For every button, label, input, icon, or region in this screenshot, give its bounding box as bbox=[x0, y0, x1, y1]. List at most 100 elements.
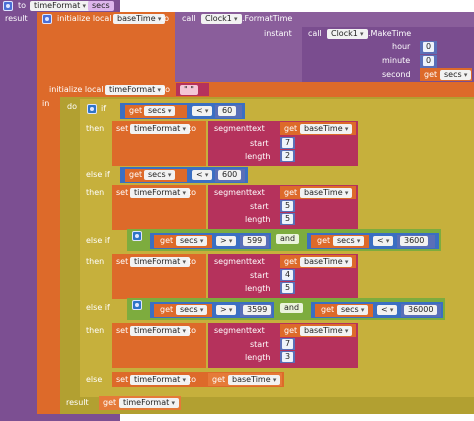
compare-op-4a[interactable]: > bbox=[216, 305, 237, 315]
length-label-3: length bbox=[245, 284, 271, 293]
clock1-component-field[interactable]: Clock1 bbox=[201, 14, 242, 24]
get-basetime-4-field[interactable]: baseTime bbox=[300, 326, 353, 336]
get-secs-3b-field[interactable]: secs bbox=[333, 236, 365, 246]
get-label: get bbox=[424, 70, 438, 79]
init-gear-icon[interactable] bbox=[42, 14, 52, 24]
get-secs-field[interactable]: secs bbox=[440, 70, 472, 80]
empty-string-value[interactable]: " " bbox=[180, 85, 198, 95]
length-number-4-value[interactable]: 3 bbox=[282, 352, 293, 362]
get-secs-1-field[interactable]: secs bbox=[144, 106, 176, 116]
get-basetime-1-field[interactable]: baseTime bbox=[300, 124, 353, 134]
then-label-4: then bbox=[86, 326, 105, 335]
get-label: get bbox=[160, 236, 174, 245]
set-var-1-field[interactable]: timeFormat bbox=[130, 124, 191, 134]
get-label: get bbox=[160, 305, 174, 314]
segment-label-1: segment bbox=[214, 124, 250, 133]
compare-op-4b[interactable]: < bbox=[377, 305, 398, 315]
length-label-2: length bbox=[245, 215, 271, 224]
number-600-value[interactable]: 600 bbox=[218, 170, 242, 180]
segment-label-2: segment bbox=[214, 188, 250, 197]
set-var-4-field[interactable]: timeFormat bbox=[130, 326, 191, 336]
segment-label-4: segment bbox=[214, 326, 250, 335]
set-to-label-1: to bbox=[188, 124, 197, 133]
instant-label: instant bbox=[264, 29, 292, 38]
maketime-method-label: .MakeTime bbox=[368, 29, 412, 38]
maketime-clock1-field[interactable]: Clock1 bbox=[327, 29, 368, 39]
start-number-3-value[interactable]: 4 bbox=[282, 270, 293, 280]
param-secs[interactable]: secs bbox=[88, 1, 114, 11]
hour-label: hour bbox=[392, 42, 411, 51]
if-label: if bbox=[101, 104, 107, 113]
minute-value[interactable]: 0 bbox=[423, 56, 434, 66]
set-var-2-field[interactable]: timeFormat bbox=[130, 188, 191, 198]
init-local-timeformat-label: initialize local bbox=[49, 85, 104, 94]
get-basetime-2-field[interactable]: baseTime bbox=[300, 188, 353, 198]
get-label: get bbox=[129, 170, 143, 179]
get-basetime-5-field[interactable]: baseTime bbox=[228, 375, 281, 385]
mutator-gear-icon[interactable] bbox=[3, 1, 13, 11]
and-gear-icon-4[interactable] bbox=[132, 300, 142, 310]
get-label: get bbox=[284, 326, 298, 335]
length-number-2-value[interactable]: 5 bbox=[282, 214, 293, 224]
segment-label-3: segment bbox=[214, 257, 250, 266]
and-op-4[interactable]: and bbox=[280, 303, 304, 313]
start-label-1: start bbox=[250, 139, 269, 148]
result-inner-label: result bbox=[66, 398, 89, 407]
start-number-4-value[interactable]: 7 bbox=[282, 339, 293, 349]
hour-value[interactable]: 0 bbox=[423, 42, 434, 52]
length-number-1-value[interactable]: 2 bbox=[282, 151, 293, 161]
number-3600-value[interactable]: 3600 bbox=[400, 236, 429, 246]
set-to-label-4: to bbox=[188, 326, 197, 335]
number-599-value[interactable]: 599 bbox=[243, 236, 267, 246]
maketime-call-label: call bbox=[308, 29, 322, 38]
start-number-1-value[interactable]: 7 bbox=[282, 138, 293, 148]
get-secs-4a-field[interactable]: secs bbox=[176, 305, 208, 315]
number-3599-value[interactable]: 3599 bbox=[243, 305, 272, 315]
compare-op-1[interactable]: < bbox=[192, 106, 213, 116]
procedure-name-field[interactable]: timeFormat bbox=[30, 1, 91, 11]
do-label: do bbox=[67, 102, 77, 111]
else-if-label-3: else if bbox=[86, 236, 110, 245]
init-to-label: to bbox=[161, 14, 170, 23]
timeformat-var-field[interactable]: timeFormat bbox=[105, 85, 166, 95]
minute-label: minute bbox=[382, 56, 411, 65]
compare-op-3a[interactable]: > bbox=[216, 236, 237, 246]
if-gear-icon[interactable] bbox=[87, 104, 97, 114]
and-op-3[interactable]: and bbox=[276, 234, 300, 244]
set-to-label-2: to bbox=[188, 188, 197, 197]
number-60-value[interactable]: 60 bbox=[218, 106, 237, 116]
and-gear-icon-3[interactable] bbox=[132, 231, 142, 241]
set-to-label-3: to bbox=[188, 257, 197, 266]
init-local-label: initialize local bbox=[57, 14, 112, 23]
set-label: set bbox=[116, 257, 129, 266]
number-36000-value[interactable]: 36000 bbox=[404, 305, 438, 315]
set-var-5-field[interactable]: timeFormat bbox=[130, 375, 191, 385]
length-number-3-value[interactable]: 5 bbox=[282, 283, 293, 293]
get-label: get bbox=[317, 236, 331, 245]
compare-op-2[interactable]: < bbox=[192, 170, 213, 180]
set-label: set bbox=[116, 124, 129, 133]
start-label-3: start bbox=[250, 271, 269, 280]
get-label: get bbox=[212, 375, 226, 384]
get-label: get bbox=[284, 124, 298, 133]
get-timeformat-field[interactable]: timeFormat bbox=[119, 398, 180, 408]
get-secs-4b-field[interactable]: secs bbox=[337, 305, 369, 315]
get-basetime-3-field[interactable]: baseTime bbox=[300, 257, 353, 267]
then-label-2: then bbox=[86, 188, 105, 197]
get-secs-2-field[interactable]: secs bbox=[144, 170, 176, 180]
start-number-2-value[interactable]: 5 bbox=[282, 201, 293, 211]
get-label: get bbox=[321, 305, 335, 314]
else-if-label-2: else if bbox=[86, 170, 110, 179]
then-label-3: then bbox=[86, 257, 105, 266]
to-label: to bbox=[18, 1, 27, 10]
get-secs-3a-field[interactable]: secs bbox=[176, 236, 208, 246]
set-label: set bbox=[116, 326, 129, 335]
compare-op-3b[interactable]: < bbox=[373, 236, 394, 246]
call-label: call bbox=[182, 14, 196, 23]
then-label-1: then bbox=[86, 124, 105, 133]
basetime-var-field[interactable]: baseTime bbox=[113, 14, 166, 24]
text-label-1: text bbox=[249, 124, 265, 133]
set-var-3-field[interactable]: timeFormat bbox=[130, 257, 191, 267]
start-label-2: start bbox=[250, 202, 269, 211]
set-label: set bbox=[116, 375, 129, 384]
